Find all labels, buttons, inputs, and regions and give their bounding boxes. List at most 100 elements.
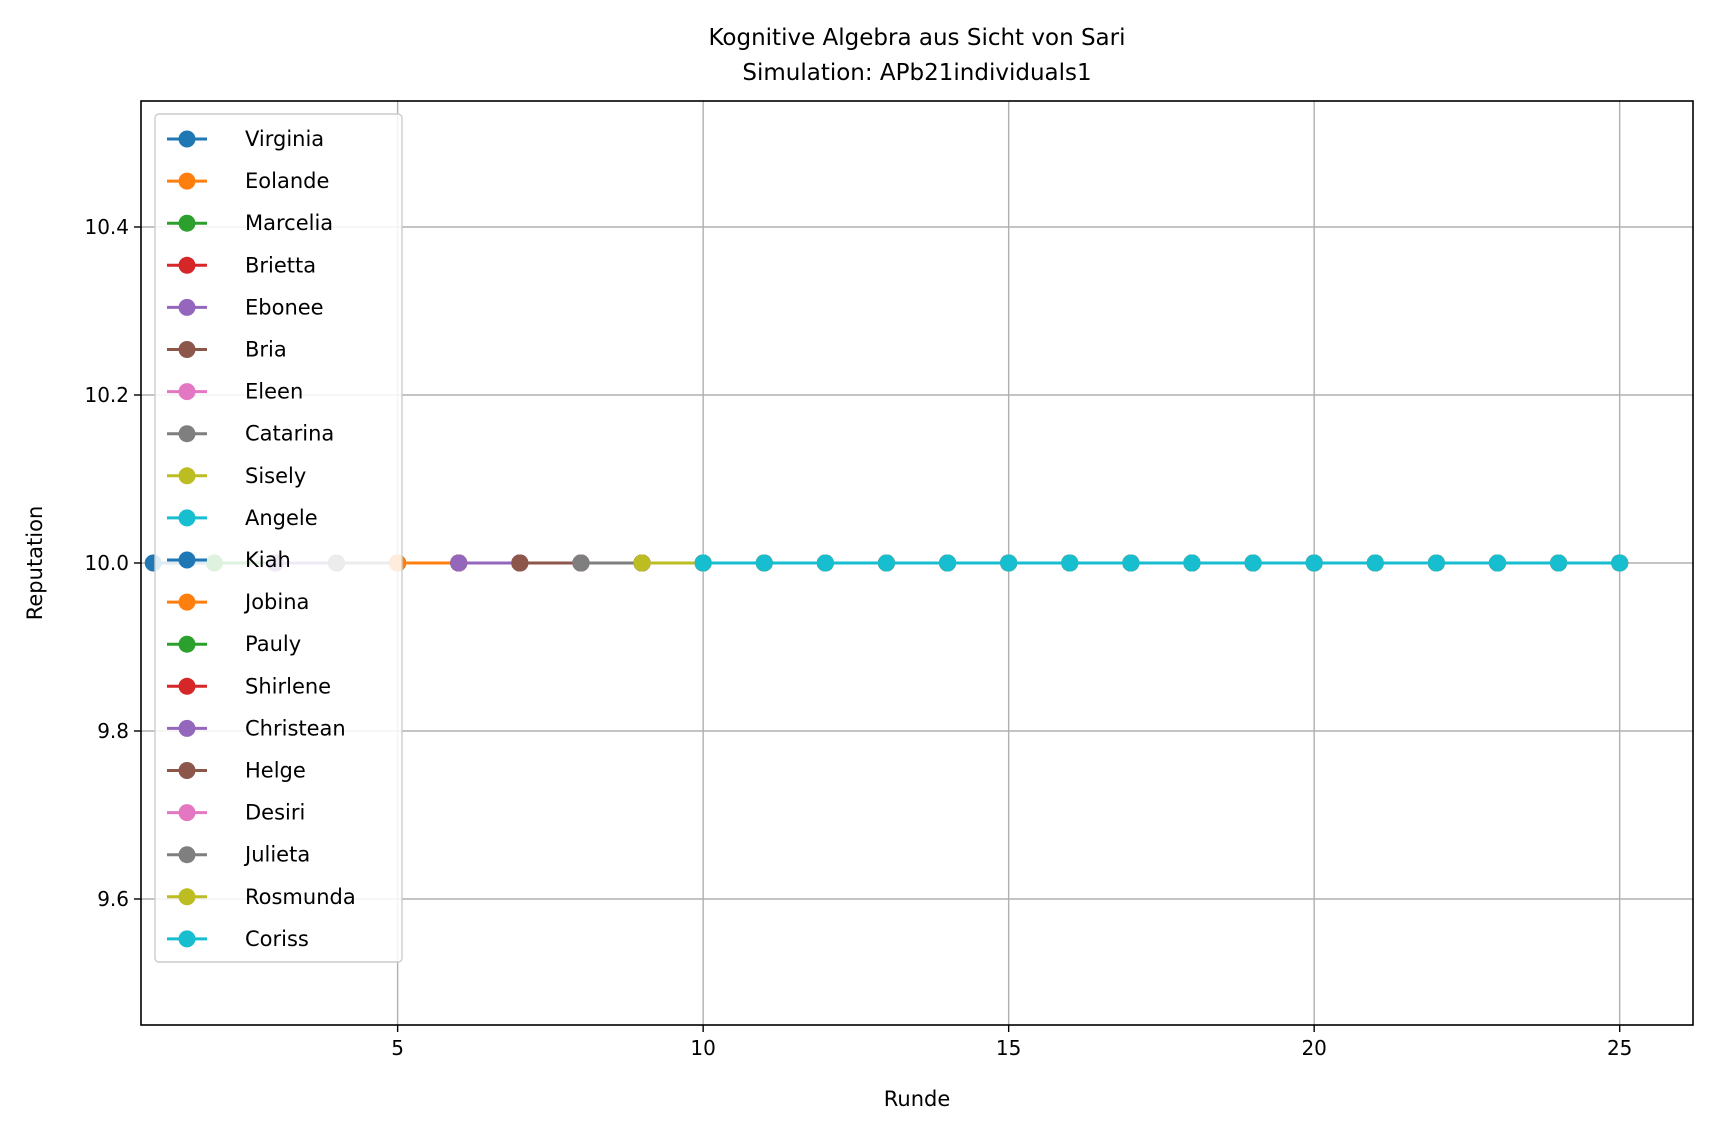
data-point [1488, 554, 1506, 572]
legend-label: Jobina [243, 590, 309, 614]
legend-marker [178, 509, 196, 527]
chart-subtitle: Simulation: APb21individuals1 [742, 60, 1091, 86]
data-point [1305, 554, 1323, 572]
legend-label: Christean [245, 716, 346, 740]
y-tick-label: 10.0 [84, 551, 129, 575]
data-point [1244, 554, 1262, 572]
x-tick-label: 10 [690, 1036, 715, 1060]
legend-marker [178, 846, 196, 864]
legend-label: Marcelia [245, 211, 333, 235]
legend-item: Helge [167, 759, 306, 783]
legend-item: Sisely [167, 464, 306, 488]
legend-marker [178, 551, 196, 569]
legend-item: Marcelia [167, 211, 333, 235]
data-point [1366, 554, 1384, 572]
x-tick-label: 5 [391, 1036, 404, 1060]
legend: Virginia Eolande Marcelia Brietta Ebonee Bria… [154, 113, 403, 963]
data-point [1061, 554, 1079, 572]
legend-label: Catarina [245, 422, 334, 446]
legend-item: Eleen [167, 380, 303, 404]
legend-label: Desiri [245, 801, 305, 825]
legend-item: Catarina [167, 422, 334, 446]
legend-label: Rosmunda [245, 885, 356, 909]
legend-label: Shirlene [245, 674, 331, 698]
x-tick-label: 15 [996, 1036, 1021, 1060]
data-point [1611, 554, 1629, 572]
legend-label: Sisely [245, 464, 306, 488]
legend-marker [178, 677, 196, 695]
legend-item: Christean [167, 716, 346, 740]
legend-item: Rosmunda [167, 885, 356, 909]
series-coriss [694, 554, 1629, 572]
legend-marker [178, 172, 196, 190]
legend-marker [178, 593, 196, 611]
legend-marker [178, 341, 196, 358]
legend-marker [178, 467, 196, 485]
y-tick-label: 10.4 [84, 215, 129, 239]
legend-item: Julieta [167, 843, 310, 867]
y-tick-label: 9.8 [97, 719, 129, 743]
legend-label: Helge [245, 759, 306, 783]
legend-marker [178, 930, 196, 948]
legend-item: Virginia [167, 127, 324, 151]
data-point [1122, 554, 1140, 572]
legend-marker [178, 130, 196, 148]
data-point [816, 554, 834, 572]
legend-marker [178, 804, 196, 822]
x-axis-label: Runde [884, 1087, 951, 1111]
legend-marker [178, 762, 196, 779]
legend-item: Coriss [167, 927, 309, 951]
legend-marker [178, 298, 196, 316]
legend-label: Angele [245, 506, 318, 530]
data-point [1183, 554, 1201, 572]
legend-label: Bria [245, 338, 287, 362]
legend-marker [178, 214, 196, 232]
data-point [1000, 554, 1018, 572]
series-group [144, 554, 1629, 572]
data-point [694, 554, 712, 572]
data-point [939, 554, 957, 572]
legend-marker [178, 383, 196, 401]
data-point [755, 554, 773, 572]
y-tick-label: 10.2 [84, 383, 129, 407]
legend-label: Eleen [245, 380, 303, 404]
legend-label: Eolande [245, 169, 329, 193]
data-point [877, 554, 895, 572]
legend-label: Pauly [245, 632, 301, 656]
data-point [1550, 554, 1568, 572]
legend-label: Virginia [245, 127, 324, 151]
axis-ticks: 5 10 15 20 25 9.6 9.8 10.0 10.2 10.4 [84, 215, 1632, 1060]
data-point [511, 554, 529, 572]
legend-item: Bria [167, 338, 287, 362]
x-tick-label: 20 [1301, 1036, 1326, 1060]
chart-title: Kognitive Algebra aus Sicht von Sari [708, 25, 1125, 51]
legend-label: Kiah [245, 548, 291, 572]
data-point [1427, 554, 1445, 572]
legend-item: Angele [167, 506, 318, 530]
data-point [572, 554, 590, 572]
legend-marker [178, 635, 196, 653]
legend-item: Kiah [167, 548, 291, 572]
data-point [633, 554, 651, 572]
legend-marker [178, 888, 196, 906]
legend-label: Brietta [245, 253, 316, 277]
legend-item: Ebonee [167, 295, 324, 319]
legend-label: Coriss [245, 927, 309, 951]
y-tick-label: 9.6 [97, 887, 129, 911]
legend-box [154, 113, 403, 963]
legend-item: Brietta [167, 253, 316, 277]
data-point [450, 554, 468, 572]
legend-item: Jobina [167, 590, 309, 614]
legend-item: Shirlene [167, 674, 331, 698]
legend-item: Desiri [167, 801, 305, 825]
legend-marker [178, 719, 196, 737]
legend-marker [178, 256, 196, 274]
legend-marker [178, 425, 196, 443]
y-axis-label: Reputation [23, 506, 47, 621]
legend-item: Pauly [167, 632, 301, 656]
x-tick-label: 25 [1607, 1036, 1632, 1060]
legend-item: Eolande [167, 169, 329, 193]
legend-label: Julieta [243, 843, 310, 867]
